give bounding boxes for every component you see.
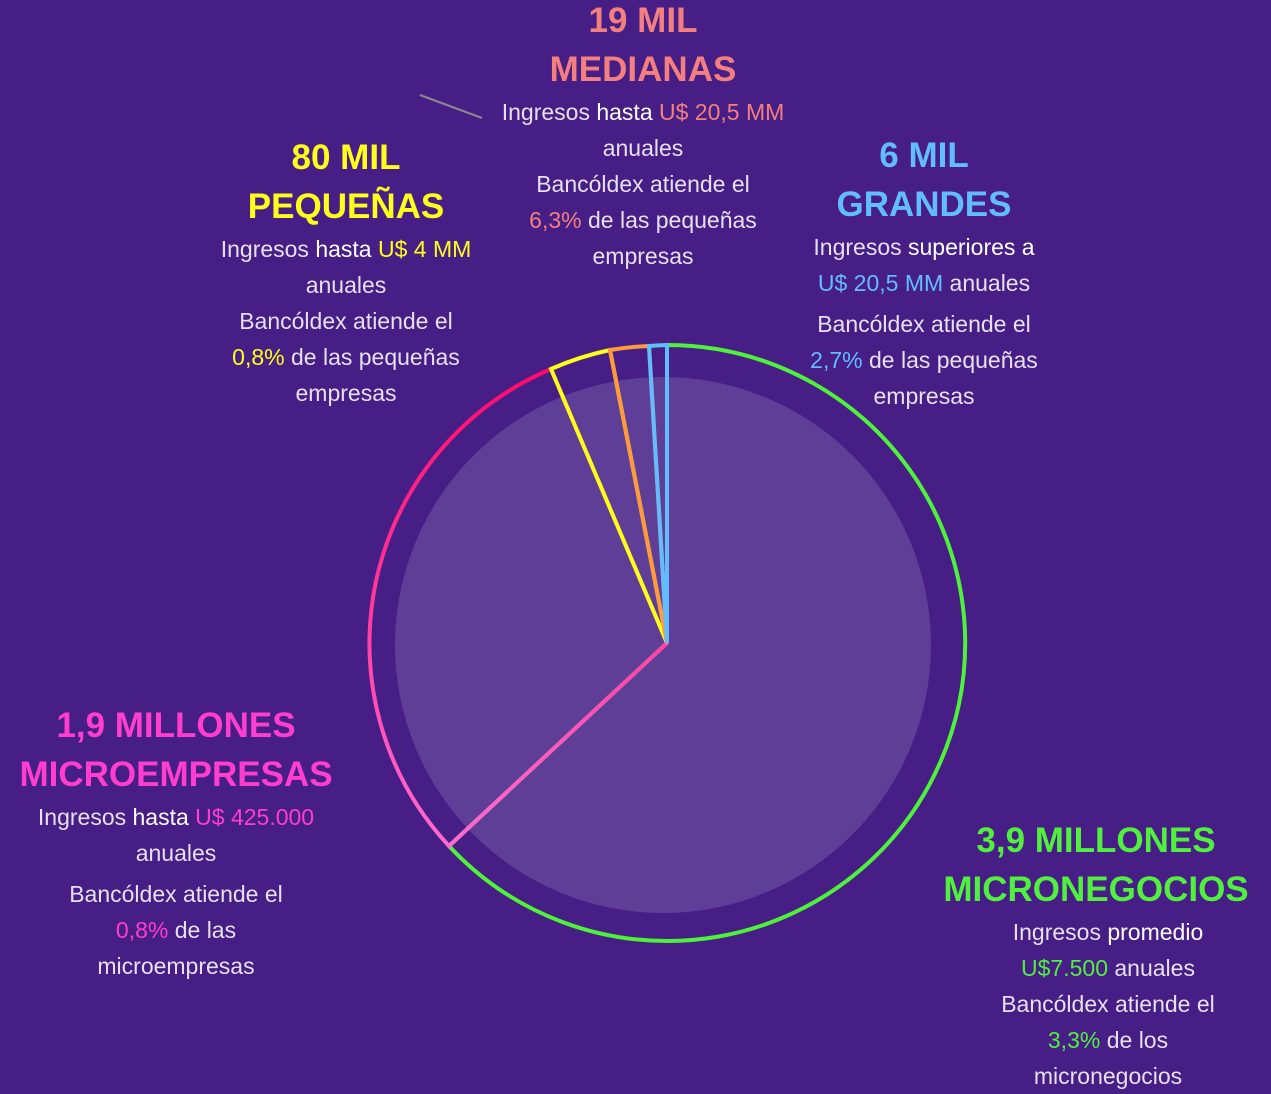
pointer-line — [419, 94, 483, 119]
text: de las pequeñas — [588, 207, 757, 233]
text: anuales — [305, 272, 387, 298]
grandes-wedge — [646, 342, 669, 644]
text: superiores a — [908, 234, 1035, 260]
pequenas-block: 80 MIL PEQUEÑAS Ingresos hasta U$ 4 MM an… — [146, 133, 546, 411]
heading: MEDIANAS — [549, 50, 737, 89]
text: Bancóldex atiende el — [1001, 991, 1215, 1017]
grandes-block: 6 MIL GRANDES Ingresos superiores a U$ 20… — [724, 131, 1124, 414]
heading: GRANDES — [836, 185, 1012, 224]
text: microempresas — [97, 953, 255, 979]
text: U$ 20,5 MM — [659, 99, 785, 125]
heading: 80 MIL — [291, 138, 401, 177]
text: anuales — [1114, 955, 1195, 981]
text: hasta — [596, 99, 653, 125]
text: Bancóldex atiende el — [536, 171, 750, 197]
heading: 3,9 MILLONES — [976, 821, 1216, 860]
micronegocios-block: 3,9 MILLONES MICRONEGOCIOS Ingresos prome… — [896, 816, 1271, 1094]
text: U$7.500 — [1021, 955, 1108, 981]
text: Ingresos — [37, 804, 127, 830]
text: Bancóldex atiende el — [817, 311, 1031, 337]
medianas-block: 19 MIL MEDIANAS Ingresos hasta U$ 20,5 MM… — [443, 0, 843, 274]
text: 6,3% — [529, 207, 582, 233]
text: 2,7% — [810, 347, 863, 373]
text: micronegocios — [1033, 1063, 1183, 1089]
text: U$ 4 MM — [377, 236, 472, 262]
heading: 6 MIL — [879, 136, 969, 175]
text: Bancóldex atiende el — [239, 308, 453, 334]
text: 3,3% — [1047, 1027, 1101, 1053]
text: de las — [174, 917, 237, 943]
text: 0,8% — [115, 917, 169, 943]
text: Ingresos — [501, 99, 590, 125]
text: Ingresos — [813, 234, 902, 260]
text: Ingresos — [220, 236, 309, 262]
heading: 1,9 MILLONES — [56, 706, 296, 745]
text: anuales — [949, 270, 1031, 296]
text: de los — [1106, 1027, 1169, 1053]
text: de las pequeñas — [291, 344, 460, 370]
text: U$ 425.000 — [195, 804, 315, 830]
microempresas-block: 1,9 MILLONES MICROEMPRESAS Ingresos hasta… — [0, 701, 376, 984]
text: anuales — [602, 135, 684, 161]
microempresas-wedge — [367, 366, 670, 849]
micronegocios-wedge — [446, 342, 968, 943]
text: anuales — [135, 840, 217, 866]
text: empresas — [295, 380, 397, 406]
text: Bancóldex atiende el — [69, 881, 283, 907]
text: Ingresos — [1012, 919, 1101, 945]
text: promedio — [1107, 919, 1204, 945]
text: empresas — [592, 243, 694, 269]
heading: MICRONEGOCIOS — [943, 870, 1249, 909]
text: de las pequeñas — [869, 347, 1038, 373]
text: hasta — [132, 804, 189, 830]
text: U$ 20,5 MM — [817, 270, 944, 296]
text: empresas — [873, 383, 975, 409]
text: hasta — [315, 236, 372, 262]
heading: 19 MIL — [588, 1, 698, 40]
text: 0,8% — [232, 344, 285, 370]
heading: PEQUEÑAS — [247, 187, 445, 226]
heading: MICROEMPRESAS — [19, 755, 333, 794]
